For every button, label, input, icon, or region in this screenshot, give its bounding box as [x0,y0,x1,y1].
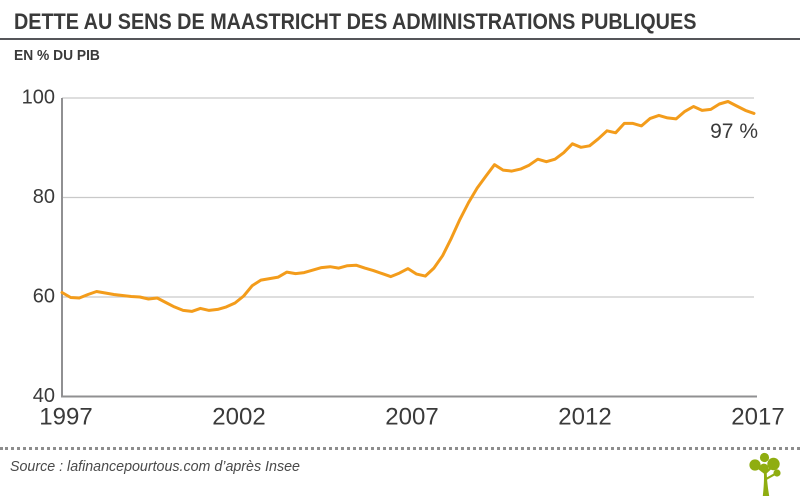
tree-icon [749,452,781,496]
debt-line-series [60,100,756,313]
debt-line-chart: 40 60 80 100 1997 2002 2007 2012 2017 97 % [22,86,785,430]
y-axis-label-40: 40 [33,385,55,407]
page-title: DETTE AU SENS DE MAASTRICHT DES ADMINIST… [14,9,697,34]
y-axis-label-100: 100 [22,86,55,108]
last-value-annotation: 97 % [710,120,758,143]
x-axis-label-1997: 1997 [39,403,92,430]
x-axis-label-2002: 2002 [212,403,265,430]
footer-divider [0,447,800,450]
x-axis-label-2017: 2017 [731,403,784,430]
title-underline [0,38,800,40]
source-text: Source : lafinancepourtous.com d’après I… [10,458,300,475]
x-axis-label-2007: 2007 [385,403,438,430]
x-axis-label-2012: 2012 [558,403,611,430]
chart-subtitle: EN % DU PIB [14,47,100,64]
y-axis-label-60: 60 [33,285,55,307]
tree-icon-shape [749,452,781,496]
y-axis-label-80: 80 [33,186,55,208]
